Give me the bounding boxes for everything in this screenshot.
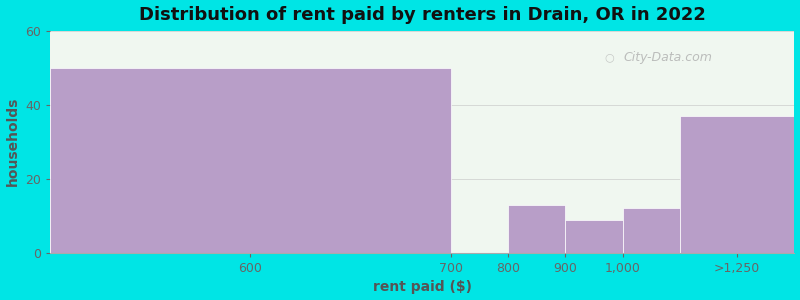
Bar <box>508 205 566 253</box>
Text: City-Data.com: City-Data.com <box>623 51 712 64</box>
Text: ○: ○ <box>605 52 614 62</box>
Bar <box>680 116 794 253</box>
Bar <box>50 68 451 253</box>
Bar <box>566 220 622 253</box>
Bar <box>622 208 680 253</box>
Y-axis label: households: households <box>6 97 19 187</box>
X-axis label: rent paid ($): rent paid ($) <box>373 280 472 294</box>
Title: Distribution of rent paid by renters in Drain, OR in 2022: Distribution of rent paid by renters in … <box>138 6 706 24</box>
